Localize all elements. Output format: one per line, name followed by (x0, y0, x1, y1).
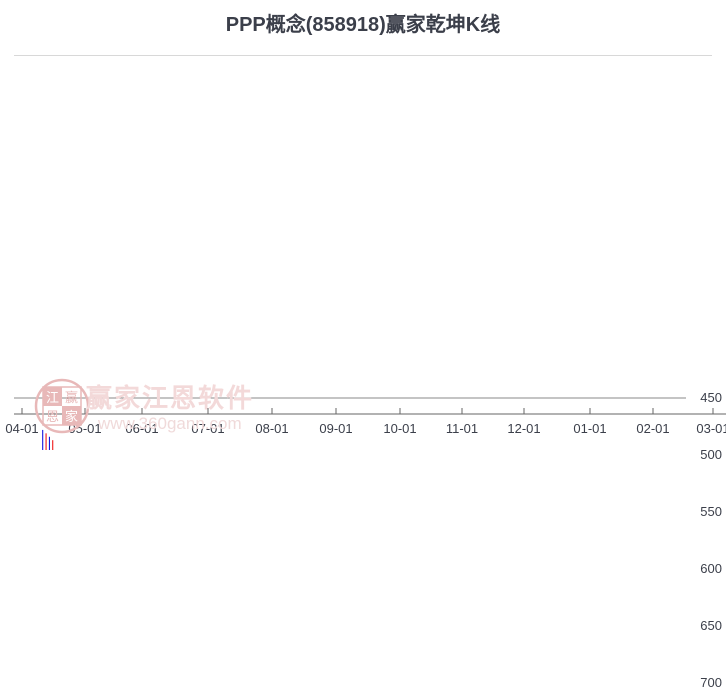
x-axis-tick-label: 08-01 (255, 421, 289, 436)
y-axis-tick-label: 500 (700, 447, 722, 462)
x-axis-tick-label: 12-01 (507, 421, 541, 436)
x-axis-tick-label: 02-01 (636, 421, 670, 436)
x-axis-tick-label: 10-01 (383, 421, 417, 436)
y-axis-tick-label: 700 (700, 675, 722, 690)
candlestick-series[interactable] (15, 429, 635, 450)
gridlines (14, 397, 726, 415)
candlestick-plot[interactable] (0, 0, 726, 450)
x-axis-tick-label: 09-01 (319, 421, 353, 436)
x-axis-tick-label: 01-01 (573, 421, 607, 436)
x-axis-tick-label: 03-01 (696, 421, 726, 436)
axis-ticks (21, 408, 714, 414)
x-axis-tick-label: 06-01 (125, 421, 159, 436)
y-axis-tick-label: 600 (700, 561, 722, 576)
y-axis-tick-label: 450 (700, 390, 722, 405)
title-divider (14, 55, 712, 56)
y-axis-tick-label: 550 (700, 504, 722, 519)
page-title: PPP概念(858918)赢家乾坤K线 (225, 14, 501, 36)
x-axis-tick-label: 04-01 (5, 421, 39, 436)
x-axis-tick-label: 05-01 (68, 421, 102, 436)
x-axis-tick-label: 07-01 (191, 421, 225, 436)
x-axis-tick-label: 11-01 (445, 421, 479, 436)
y-axis-tick-label: 650 (700, 618, 722, 633)
